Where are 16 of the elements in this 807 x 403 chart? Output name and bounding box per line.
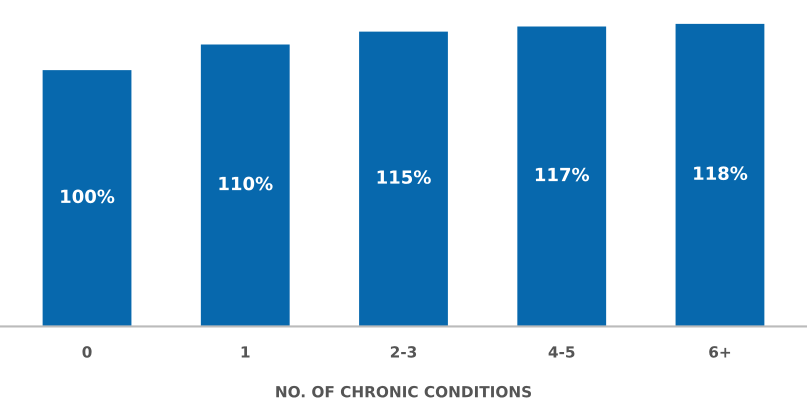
x-tick-label: 4-5: [548, 346, 574, 358]
x-axis-title: NO. OF CHRONIC CONDITIONS: [276, 386, 532, 398]
x-tick-label: 0: [82, 346, 92, 358]
data-label: 110%: [219, 176, 273, 190]
bar: [199, 43, 292, 326]
x-tick-label: 6+: [709, 346, 730, 358]
x-tick-label: 1: [242, 346, 250, 358]
data-label: 100%: [61, 190, 114, 204]
x-tick-label: 2-3: [390, 346, 416, 358]
bar: [516, 25, 608, 326]
bar: [41, 68, 133, 326]
bar: [358, 30, 450, 326]
bar: [674, 22, 766, 326]
data-label: 118%: [694, 166, 748, 180]
data-label: 117%: [536, 168, 590, 182]
data-label: 115%: [378, 170, 431, 184]
